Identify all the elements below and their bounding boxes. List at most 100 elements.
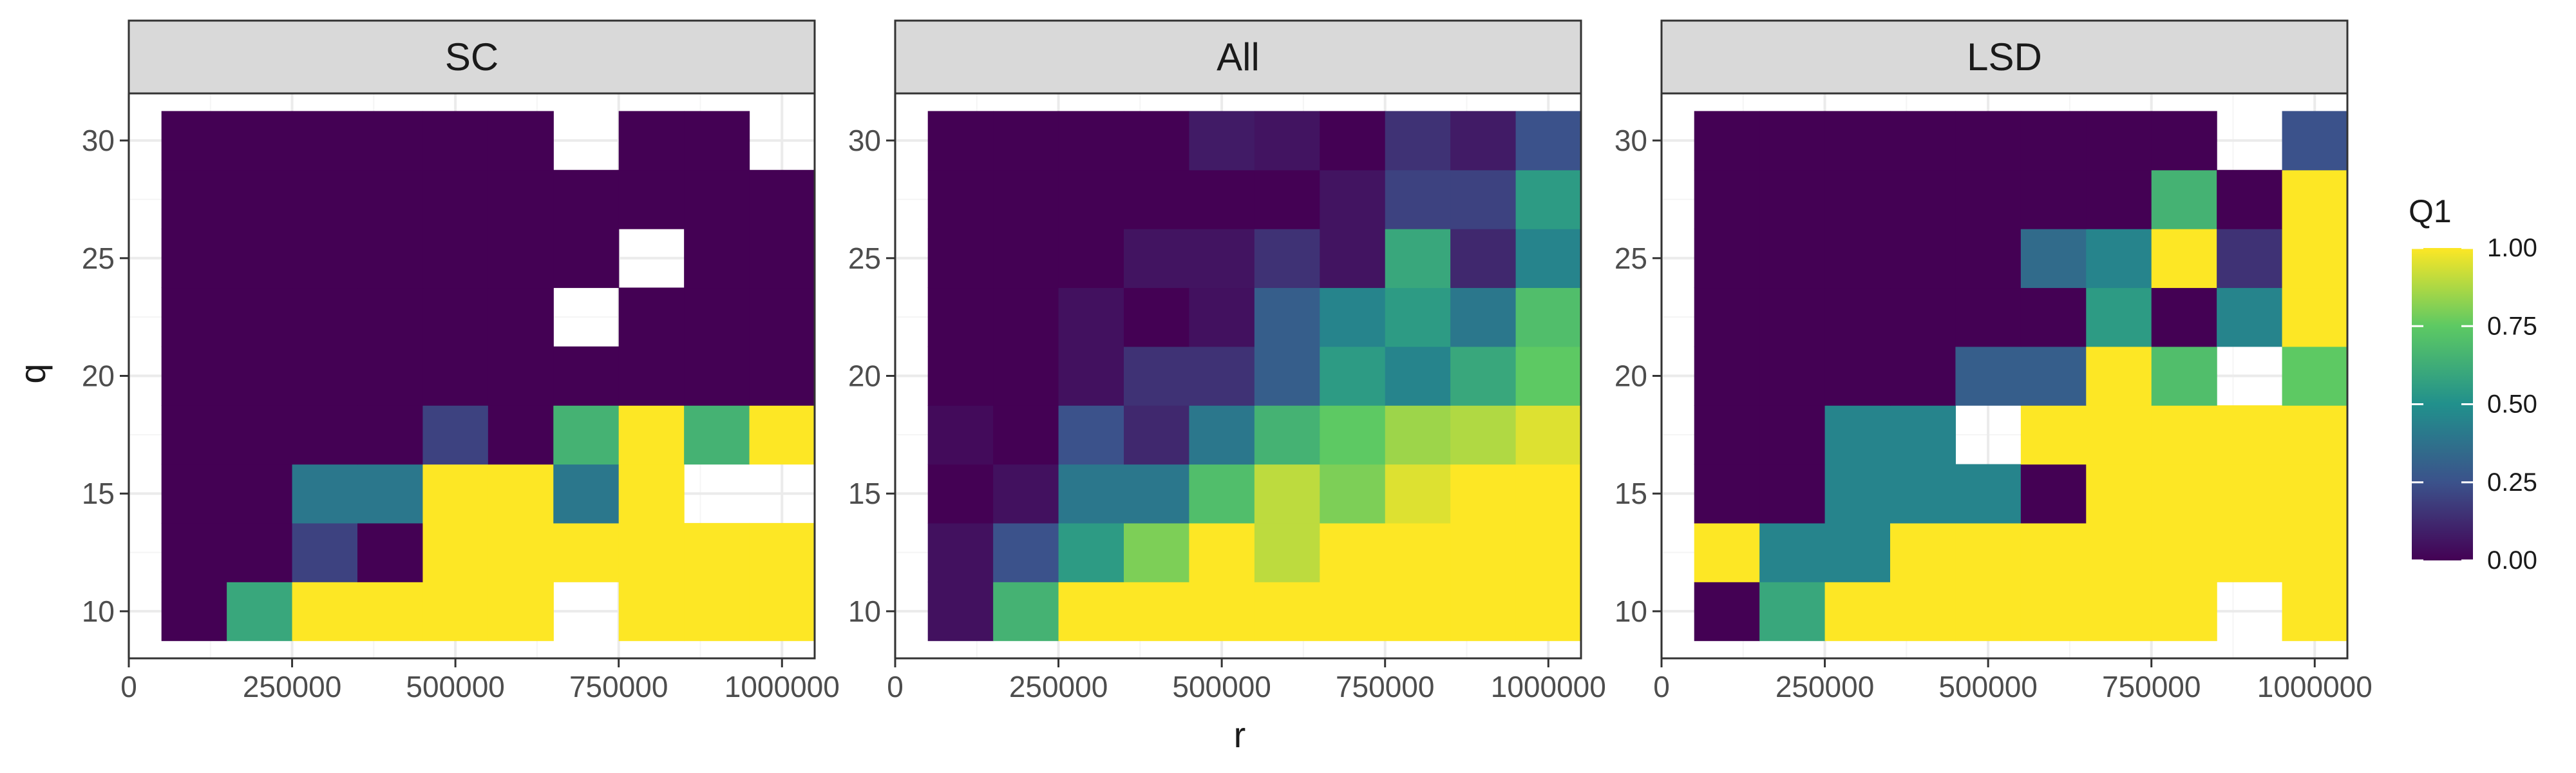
heatmap-tile: [1515, 522, 1582, 582]
heatmap-tile: [357, 111, 424, 171]
heatmap-tile: [1759, 464, 1826, 524]
x-tick-label: 750000: [569, 670, 668, 703]
heatmap-tile: [1759, 169, 1826, 229]
heatmap-tile: [161, 405, 227, 465]
y-tick-label: 20: [1615, 359, 1647, 393]
heatmap-tile: [1450, 582, 1517, 642]
heatmap-tile: [357, 405, 424, 465]
heatmap-tile: [993, 464, 1059, 524]
heatmap-tile: [161, 522, 227, 582]
heatmap-tile: [1058, 169, 1124, 229]
heatmap-tile: [1515, 582, 1582, 642]
heatmap-tile: [2282, 582, 2348, 642]
heatmap-tile: [1824, 464, 1891, 524]
heatmap-tile: [553, 346, 620, 406]
heatmap-tile: [927, 346, 994, 406]
heatmap-tile: [618, 111, 685, 171]
heatmap-tile: [1824, 522, 1891, 582]
heatmap-tile: [1189, 229, 1255, 289]
x-tick-label: 1000000: [724, 670, 840, 703]
heatmap-tile: [1254, 582, 1320, 642]
heatmap-tile: [1450, 287, 1517, 347]
heatmap-tile: [1385, 522, 1451, 582]
y-tick-label: 25: [848, 242, 881, 275]
heatmap-tile: [1124, 346, 1190, 406]
heatmap-tile: [684, 522, 750, 582]
panel-lsd: LSD 0 250000 500000 750000 1000000 10 15 20 25 30: [1615, 19, 2372, 703]
heatmap-tile: [927, 287, 994, 347]
heatmap-tile: [1515, 169, 1582, 229]
heatmap-tile: [488, 522, 554, 582]
heatmap-tile: [227, 522, 293, 582]
heatmap-tile: [1254, 229, 1320, 289]
heatmap-tile: [1515, 464, 1582, 524]
heatmap-tile: [1450, 522, 1517, 582]
heatmap-tile: [2086, 229, 2152, 289]
heatmap-tile: [1694, 405, 1760, 465]
heatmap-tile: [749, 287, 815, 347]
heatmap-tile: [1890, 287, 1956, 347]
heatmap-tile: [1385, 464, 1451, 524]
heatmap-tile: [1320, 582, 1386, 642]
heatmap-tile: [2151, 111, 2217, 171]
x-tick-label: 750000: [2102, 670, 2201, 703]
heatmap-tile: [993, 111, 1059, 171]
heatmap-tile: [1124, 111, 1190, 171]
heatmap-tile: [684, 111, 750, 171]
heatmap-tile: [2020, 582, 2087, 642]
heatmap-tile: [1694, 111, 1760, 171]
x-tick-label: 500000: [1172, 670, 1271, 703]
heatmap-tile: [422, 405, 489, 465]
heatmap-tile: [993, 229, 1059, 289]
heatmap-tile: [2020, 287, 2087, 347]
heatmap-tile: [1515, 405, 1582, 465]
heatmap-tile: [618, 522, 685, 582]
heatmap-tile: [1824, 582, 1891, 642]
heatmap-tile: [993, 522, 1059, 582]
heatmap-tile: [618, 346, 685, 406]
heatmap-tile: [1890, 582, 1956, 642]
heatmap-tile: [1320, 405, 1386, 465]
heatmap-tile: [1955, 229, 2022, 289]
x-axis-title: r: [1234, 714, 1246, 755]
heatmap-tile: [749, 582, 815, 642]
heatmap-tile: [1890, 346, 1956, 406]
heatmap-tile: [1694, 522, 1760, 582]
heatmap-tile: [553, 229, 620, 289]
heatmap-tile: [1890, 405, 1956, 465]
x-tick-label: 1000000: [1491, 670, 1606, 703]
heatmap-tile: [1189, 169, 1255, 229]
heatmap-tile: [1189, 405, 1255, 465]
y-axis-title: q: [12, 363, 53, 383]
heatmap-tile: [2282, 522, 2348, 582]
colorbar-tick-label: 1.00: [2487, 234, 2537, 262]
heatmap-tile: [227, 169, 293, 229]
y-tick-label: 10: [1615, 595, 1647, 628]
heatmap-tile: [1189, 582, 1255, 642]
colorbar-legend: Q1 0.00 0.25 0.50 0.75 1.00: [2409, 193, 2537, 575]
heatmap-tile: [1955, 582, 2022, 642]
heatmap-tile: [2217, 229, 2283, 289]
heatmap-tile: [161, 582, 227, 642]
heatmap-tile: [1824, 111, 1891, 171]
heatmap-tile: [292, 582, 358, 642]
x-tick-label: 250000: [1776, 670, 1875, 703]
heatmap-tile: [2217, 464, 2283, 524]
heatmap-tile: [2217, 169, 2283, 229]
heatmap-tile: [1890, 169, 1956, 229]
heatmap-tile: [1058, 522, 1124, 582]
heatmap-tile: [422, 229, 489, 289]
heatmap-tile: [749, 229, 815, 289]
heatmap-tile: [227, 111, 293, 171]
heatmap-tile: [357, 229, 424, 289]
panel-all: All 0 250000 500000 750000 1000000 10 15 20 25 30: [848, 19, 1606, 703]
heatmap-tile: [1320, 287, 1386, 347]
heatmap-tile: [1759, 287, 1826, 347]
heatmap-tile: [2151, 169, 2217, 229]
heatmap-tile: [618, 169, 685, 229]
y-tick-label: 15: [848, 477, 881, 510]
heatmap-tile: [1694, 346, 1760, 406]
heatmap-tile: [422, 582, 489, 642]
heatmap-tile: [227, 287, 293, 347]
heatmap-tile: [422, 169, 489, 229]
